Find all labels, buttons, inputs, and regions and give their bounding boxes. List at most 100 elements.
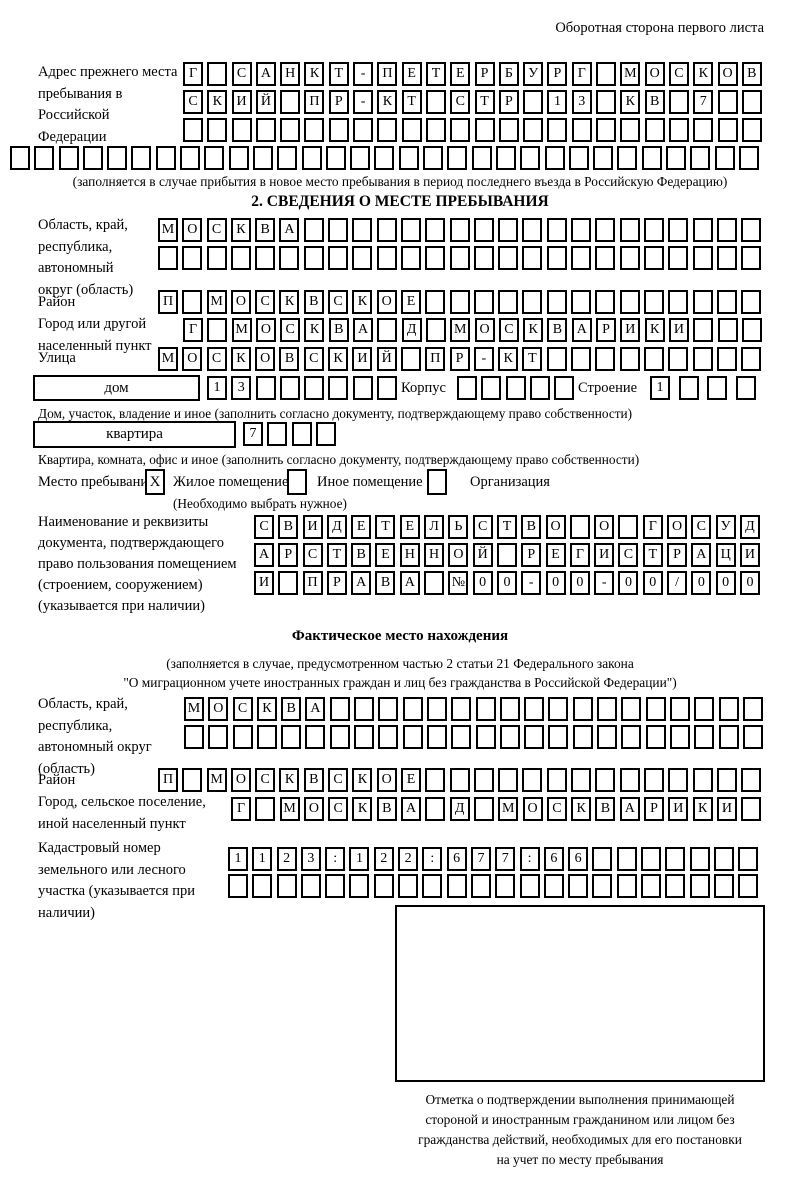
char-cell[interactable]: К bbox=[304, 318, 325, 342]
char-cell[interactable] bbox=[328, 376, 349, 400]
char-cell[interactable] bbox=[255, 118, 276, 142]
char-cell[interactable] bbox=[616, 847, 637, 871]
char-cell[interactable] bbox=[252, 146, 273, 170]
char-cell[interactable]: К bbox=[352, 797, 373, 821]
char-cell[interactable]: М bbox=[206, 290, 227, 314]
char-cell[interactable] bbox=[738, 847, 759, 871]
char-cell[interactable] bbox=[621, 697, 642, 721]
char-cell[interactable] bbox=[446, 874, 467, 898]
char-cell[interactable]: П bbox=[302, 571, 323, 595]
char-cell[interactable] bbox=[425, 318, 446, 342]
char-cell[interactable] bbox=[496, 543, 517, 567]
char-cell[interactable] bbox=[498, 246, 519, 270]
char-cell[interactable]: С bbox=[546, 797, 567, 821]
char-cell[interactable] bbox=[692, 290, 713, 314]
char-cell[interactable]: 7 bbox=[495, 847, 516, 871]
char-cell[interactable] bbox=[666, 146, 687, 170]
char-cell[interactable]: П bbox=[377, 62, 398, 86]
char-cell[interactable] bbox=[180, 146, 201, 170]
char-cell[interactable] bbox=[329, 697, 350, 721]
char-cell[interactable] bbox=[692, 347, 713, 371]
char-cell[interactable]: М bbox=[620, 62, 641, 86]
char-cell[interactable]: 6 bbox=[446, 847, 467, 871]
char-cell[interactable] bbox=[376, 218, 397, 242]
char-cell[interactable] bbox=[378, 725, 399, 749]
char-cell[interactable]: В bbox=[375, 571, 396, 595]
char-cell[interactable] bbox=[546, 347, 567, 371]
char-cell[interactable]: И bbox=[352, 347, 373, 371]
char-cell[interactable] bbox=[232, 725, 253, 749]
char-cell[interactable] bbox=[280, 118, 301, 142]
char-cell[interactable] bbox=[595, 347, 616, 371]
char-cell[interactable]: Р bbox=[328, 90, 349, 114]
char-cell[interactable]: 0 bbox=[642, 571, 663, 595]
char-cell[interactable]: : bbox=[422, 847, 443, 871]
char-cell[interactable] bbox=[714, 146, 735, 170]
char-cell[interactable] bbox=[471, 146, 492, 170]
char-cell[interactable] bbox=[572, 725, 593, 749]
char-cell[interactable] bbox=[353, 118, 374, 142]
char-cell[interactable] bbox=[716, 768, 737, 792]
char-cell[interactable]: Т bbox=[496, 515, 517, 539]
char-cell[interactable]: 1 bbox=[207, 376, 227, 400]
char-cell[interactable]: 0 bbox=[496, 571, 517, 595]
char-cell[interactable] bbox=[738, 874, 759, 898]
char-cell[interactable]: О bbox=[182, 218, 203, 242]
checkbox-inoe[interactable] bbox=[287, 469, 307, 495]
char-cell[interactable] bbox=[690, 146, 711, 170]
char-cell[interactable] bbox=[255, 797, 276, 821]
char-cell[interactable]: С bbox=[206, 218, 227, 242]
char-cell[interactable] bbox=[377, 318, 398, 342]
char-cell[interactable]: К bbox=[352, 290, 373, 314]
char-cell[interactable] bbox=[300, 874, 321, 898]
char-cell[interactable] bbox=[400, 347, 421, 371]
char-cell[interactable] bbox=[34, 146, 55, 170]
char-cell[interactable] bbox=[694, 725, 715, 749]
char-cell[interactable]: 0 bbox=[715, 571, 736, 595]
char-cell[interactable] bbox=[228, 874, 248, 898]
char-cell[interactable]: Р bbox=[644, 797, 665, 821]
char-cell[interactable]: Г bbox=[642, 515, 663, 539]
char-cell[interactable]: 0 bbox=[739, 571, 760, 595]
char-cell[interactable] bbox=[568, 874, 589, 898]
char-cell[interactable] bbox=[182, 768, 203, 792]
char-cell[interactable]: Р bbox=[278, 543, 299, 567]
char-cell[interactable] bbox=[301, 146, 322, 170]
char-cell[interactable] bbox=[713, 874, 734, 898]
char-cell[interactable]: Т bbox=[474, 90, 495, 114]
char-cell[interactable] bbox=[402, 697, 423, 721]
char-cell[interactable]: О bbox=[717, 62, 738, 86]
char-cell[interactable]: В bbox=[547, 318, 568, 342]
char-cell[interactable]: 2 bbox=[276, 847, 297, 871]
char-cell[interactable] bbox=[352, 246, 373, 270]
char-cell[interactable]: М bbox=[184, 697, 204, 721]
char-cell[interactable]: М bbox=[231, 318, 252, 342]
char-cell[interactable] bbox=[255, 376, 276, 400]
char-cell[interactable]: С bbox=[183, 90, 203, 114]
char-cell[interactable] bbox=[668, 768, 689, 792]
char-cell[interactable] bbox=[305, 725, 326, 749]
char-cell[interactable]: А bbox=[353, 318, 374, 342]
char-cell[interactable]: И bbox=[302, 515, 323, 539]
char-cell[interactable] bbox=[473, 218, 494, 242]
char-cell[interactable] bbox=[401, 118, 422, 142]
char-cell[interactable] bbox=[571, 218, 592, 242]
char-cell[interactable]: И bbox=[594, 543, 615, 567]
char-cell[interactable] bbox=[716, 290, 737, 314]
char-cell[interactable]: К bbox=[352, 768, 373, 792]
char-cell[interactable] bbox=[481, 376, 502, 400]
char-cell[interactable] bbox=[499, 697, 520, 721]
char-cell[interactable]: Ь bbox=[448, 515, 469, 539]
char-cell[interactable] bbox=[689, 874, 710, 898]
char-cell[interactable] bbox=[252, 874, 273, 898]
char-cell[interactable] bbox=[350, 146, 371, 170]
char-cell[interactable]: Г bbox=[231, 797, 251, 821]
char-cell[interactable] bbox=[716, 246, 737, 270]
char-cell[interactable] bbox=[665, 874, 686, 898]
char-cell[interactable] bbox=[182, 246, 203, 270]
char-cell[interactable] bbox=[277, 146, 298, 170]
char-cell[interactable] bbox=[596, 118, 617, 142]
char-cell[interactable]: Е bbox=[351, 515, 372, 539]
char-cell[interactable] bbox=[741, 246, 762, 270]
char-cell[interactable]: 1 bbox=[547, 90, 568, 114]
